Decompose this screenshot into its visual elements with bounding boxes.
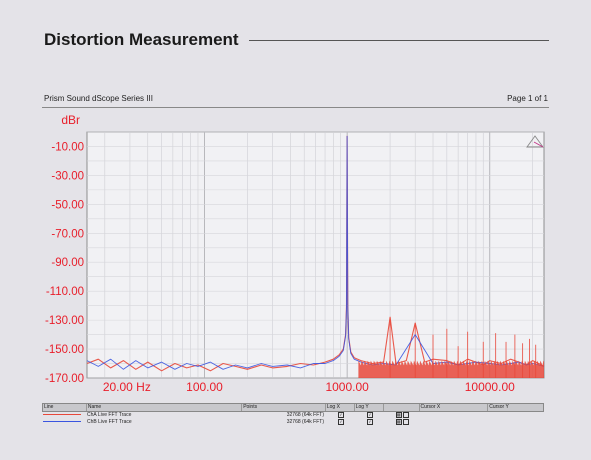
trace-a-cursor-toggle[interactable]: ▦ bbox=[395, 412, 402, 418]
y-tick-label: -30.00 bbox=[51, 170, 84, 182]
legend-col-line: Line bbox=[43, 404, 87, 411]
trace-b-cursor-toggle[interactable]: ▦ bbox=[395, 419, 402, 425]
page-number: Page 1 of 1 bbox=[507, 94, 548, 103]
trace-b-name: ChB Live FFT Trace bbox=[87, 419, 132, 425]
x-tick-label: 10000.00 bbox=[465, 380, 515, 394]
y-tick-label: -170.00 bbox=[45, 373, 84, 385]
x-tick-label: 100.00 bbox=[186, 380, 223, 394]
legend-col-logx: Log X bbox=[326, 404, 355, 411]
trace-b-line bbox=[86, 135, 545, 370]
y-tick-label: -150.00 bbox=[45, 344, 84, 356]
header-rule bbox=[42, 107, 549, 108]
traces bbox=[86, 135, 545, 378]
legend-col-logy: Log Y bbox=[355, 404, 384, 411]
legend-header: Line Name Points Log X Log Y Cursor X Cu… bbox=[42, 403, 544, 412]
legend-col-blank bbox=[384, 404, 420, 411]
trace-b-swatch bbox=[43, 421, 81, 423]
x-tick-label: 20.00 Hz bbox=[103, 380, 151, 394]
trace-b-cursor-checkbox[interactable] bbox=[403, 419, 410, 425]
y-tick-label: -130.00 bbox=[45, 315, 84, 327]
y-tick-label: -50.00 bbox=[51, 199, 84, 211]
page-title: Distortion Measurement bbox=[44, 30, 239, 49]
y-tick-label: -70.00 bbox=[51, 228, 84, 240]
noise-floor-band bbox=[358, 360, 544, 378]
title-rule bbox=[249, 40, 549, 41]
legend-col-name: Name bbox=[87, 404, 243, 411]
legend-row[interactable]: ChA Live FFT Trace 32768 (64k FFT) ✓ ✓ ▦ bbox=[42, 412, 544, 419]
y-axis-label: dBr bbox=[61, 113, 80, 127]
y-tick-labels: -10.00 -30.00 -50.00 -70.00 -90.00 -110.00 -13… bbox=[45, 141, 84, 385]
trace-b-logx-checkbox[interactable]: ✓ bbox=[338, 419, 344, 425]
instrument-name: Prism Sound dScope Series III bbox=[44, 94, 153, 103]
legend-col-points: Points bbox=[242, 404, 326, 411]
trace-a-logy-checkbox[interactable]: ✓ bbox=[367, 412, 373, 418]
trace-a-cursor-checkbox[interactable] bbox=[403, 412, 410, 418]
trace-a-name: ChA Live FFT Trace bbox=[87, 412, 132, 418]
trace-a-logx-checkbox[interactable]: ✓ bbox=[338, 412, 344, 418]
y-tick-label: -110.00 bbox=[46, 286, 84, 298]
grid-lines bbox=[87, 131, 544, 379]
y-tick-label: -90.00 bbox=[51, 257, 84, 269]
trace-legend: Line Name Points Log X Log Y Cursor X Cu… bbox=[42, 403, 544, 426]
trace-a-swatch bbox=[43, 414, 81, 416]
legend-col-cursor-y: Cursor Y bbox=[489, 404, 509, 410]
trace-b-points: 32768 (64k FFT) bbox=[286, 419, 324, 425]
trace-b-logy-checkbox[interactable]: ✓ bbox=[367, 419, 373, 425]
autoscale-triangle-icon[interactable] bbox=[526, 135, 544, 148]
x-tick-labels: 20.00 Hz 100.00 1000.00 10000.00 bbox=[103, 380, 515, 394]
legend-col-cursor-x: Cursor X bbox=[420, 404, 489, 411]
legend-row[interactable]: ChB Live FFT Trace 32768 (64k FFT) ✓ ✓ ▦ bbox=[42, 419, 544, 426]
y-tick-label: -10.00 bbox=[51, 141, 84, 153]
trace-a-points: 32768 (64k FFT) bbox=[286, 412, 324, 418]
x-tick-label: 1000.00 bbox=[325, 380, 369, 394]
